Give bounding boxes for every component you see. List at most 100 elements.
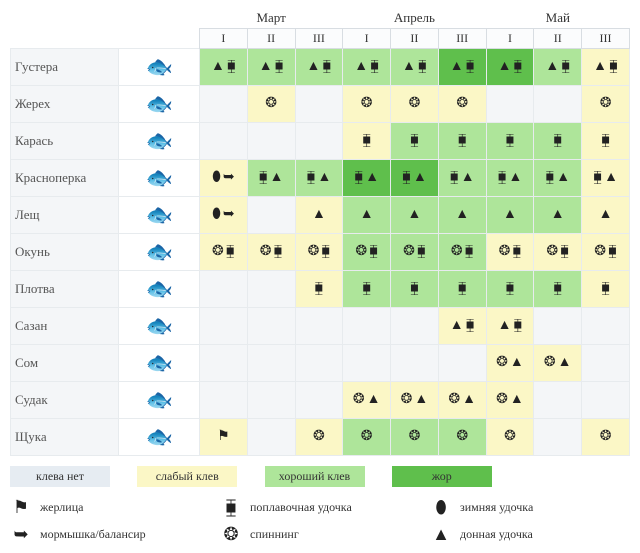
float-icon: ⧯ [545, 170, 554, 185]
spinning-icon: ❂ [544, 355, 556, 370]
calendar-cell: ❂ [438, 419, 486, 456]
fish-icon: 🐟 [119, 345, 200, 382]
calendar-cell: ⧯▲ [486, 160, 534, 197]
calendar-cell: ⬮➥ [199, 160, 247, 197]
bottom-icon: ▲ [414, 392, 428, 407]
calendar-cell [247, 197, 295, 234]
bottom-icon: ▲ [365, 170, 379, 185]
bottom-icon: ▲ [593, 59, 607, 74]
float-icon: ⧯ [513, 318, 522, 333]
float-icon: ⧯ [593, 170, 602, 185]
zherlitsa-icon: ⚑ [217, 429, 230, 444]
float-icon: ⧯ [498, 170, 507, 185]
bottom-icon: ▲ [604, 170, 618, 185]
spinning-icon: ❂ [212, 244, 224, 259]
float-icon: ⧯ [314, 281, 323, 296]
bottom-icon: ▲ [430, 524, 452, 545]
fish-icon: 🐟 [119, 419, 200, 456]
float-icon: ⧯ [553, 133, 562, 148]
calendar-cell: ❂⧯ [391, 234, 439, 271]
calendar-cell [295, 382, 343, 419]
float-icon: ⧯ [513, 59, 522, 74]
fish-name: Лещ [11, 197, 119, 234]
fish-name: Жерех [11, 86, 119, 123]
fish-row: Красноперка🐟⬮➥⧯▲⧯▲⧯▲⧯▲⧯▲⧯▲⧯▲⧯▲ [11, 160, 630, 197]
calendar-cell: ❂ [486, 419, 534, 456]
period-header: II [534, 29, 582, 49]
calendar-cell: ❂▲ [534, 345, 582, 382]
spinning-icon: ❂ [456, 429, 468, 444]
fish-row: Плотва🐟⧯⧯⧯⧯⧯⧯⧯ [11, 271, 630, 308]
fish-row: Щука🐟⚑❂❂❂❂❂❂ [11, 419, 630, 456]
bottom-icon: ▲ [450, 59, 464, 74]
spinning-icon: ❂ [451, 244, 463, 259]
spinning-icon: ❂ [313, 429, 325, 444]
calendar-cell: ⧯ [391, 123, 439, 160]
calendar-cell: ▲⧯ [582, 49, 630, 86]
float-icon: ⧯ [354, 170, 363, 185]
fish-icon: 🐟 [119, 308, 200, 345]
float-icon: ⧯ [275, 59, 284, 74]
legend-gear-label: зимняя удочка [460, 500, 533, 515]
calendar-cell: ⧯▲ [582, 160, 630, 197]
calendar-cell: ❂ [295, 419, 343, 456]
bottom-icon: ▲ [455, 207, 469, 222]
calendar-cell [247, 271, 295, 308]
fish-name: Судак [11, 382, 119, 419]
fish-name: Плотва [11, 271, 119, 308]
spinning-icon: ❂ [409, 96, 421, 111]
float-icon: ⧯ [402, 170, 411, 185]
calendar-cell: ⧯▲ [534, 160, 582, 197]
calendar-cell: ❂ [343, 419, 391, 456]
spinning-icon: ❂ [594, 244, 606, 259]
calendar-cell: ❂⧯ [343, 234, 391, 271]
fish-row: Карась🐟⧯⧯⧯⧯⧯⧯ [11, 123, 630, 160]
period-header-row: I II III I II III I II III [11, 29, 630, 49]
float-icon: ⧯ [274, 244, 283, 259]
calendar-cell: ▲⧯ [199, 49, 247, 86]
calendar-cell: ⧯ [486, 123, 534, 160]
period-header: II [391, 29, 439, 49]
calendar-cell [199, 308, 247, 345]
spinning-icon: ❂ [496, 355, 508, 370]
calendar-cell: ⧯▲ [438, 160, 486, 197]
float-icon: ⧯ [418, 59, 427, 74]
fish-name: Карась [11, 123, 119, 160]
spinning-icon: ❂ [600, 96, 612, 111]
bottom-icon: ▲ [312, 207, 326, 222]
fish-name: Красноперка [11, 160, 119, 197]
fish-name: Густера [11, 49, 119, 86]
bottom-icon: ▲ [360, 207, 374, 222]
calendar-cell: ❂⧯ [199, 234, 247, 271]
bottom-icon: ▲ [509, 170, 523, 185]
calendar-cell: ⧯ [295, 271, 343, 308]
calendar-cell: ▲ [295, 197, 343, 234]
calendar-cell: ⧯ [534, 123, 582, 160]
calendar-cell: ▲ [343, 197, 391, 234]
bottom-icon: ▲ [259, 59, 273, 74]
calendar-cell: ❂▲ [391, 382, 439, 419]
spinning-icon: ❂ [600, 429, 612, 444]
spinning-icon: ❂ [355, 244, 367, 259]
float-icon: ⧯ [466, 59, 475, 74]
calendar-cell [486, 86, 534, 123]
fish-icon: 🐟 [119, 197, 200, 234]
legend-gear-label: поплавочная удочка [250, 500, 352, 515]
spinning-icon: ❂ [546, 244, 558, 259]
mormyshka-icon: ➥ [223, 207, 235, 222]
calendar-cell: ❂ [343, 86, 391, 123]
calendar-cell: ⧯▲ [343, 160, 391, 197]
calendar-cell: ▲⧯ [295, 49, 343, 86]
bottom-icon: ▲ [317, 170, 331, 185]
fish-icon: 🐟 [119, 234, 200, 271]
bottom-icon: ▲ [367, 392, 381, 407]
calendar-cell: ▲⧯ [247, 49, 295, 86]
bottom-icon: ▲ [599, 207, 613, 222]
calendar-cell: ❂ [391, 419, 439, 456]
calendar-cell: ❂ [582, 86, 630, 123]
calendar-cell: ⧯ [343, 123, 391, 160]
bottom-icon: ▲ [503, 207, 517, 222]
float-icon: ⧯ [410, 133, 419, 148]
calendar-cell [534, 308, 582, 345]
float-icon: ⧯ [370, 59, 379, 74]
